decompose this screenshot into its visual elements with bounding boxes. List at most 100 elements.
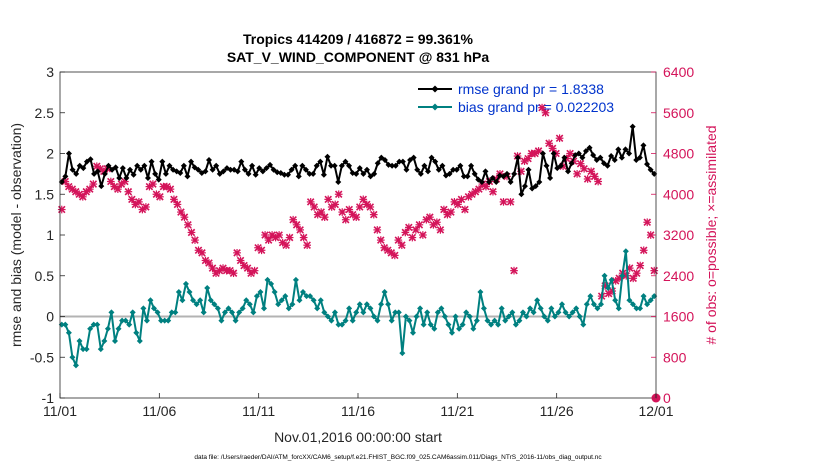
obs-assimilated-point: [373, 226, 382, 234]
rmse-point: [446, 170, 453, 177]
rmse-point: [299, 162, 306, 169]
obs-assimilated-point: [236, 256, 245, 265]
rmse-point: [80, 165, 87, 172]
bias-point: [598, 301, 605, 308]
rmse-point: [209, 166, 216, 173]
bias-point: [147, 297, 154, 304]
bias-point: [154, 309, 161, 316]
rmse-point: [378, 154, 385, 161]
rmse-point: [633, 157, 640, 164]
bias-point: [168, 309, 175, 316]
y2-tick-label: 6400: [663, 64, 694, 80]
rmse-point: [486, 179, 493, 186]
y-tick-label: -0.5: [30, 349, 54, 365]
rmse-point: [565, 168, 572, 175]
bias-point: [523, 313, 530, 320]
rmse-point: [640, 142, 647, 149]
rmse-point: [539, 150, 546, 157]
obs-assimilated-point: [457, 195, 466, 204]
bias-point: [353, 309, 360, 316]
obs-assimilated-point: [191, 236, 199, 244]
rmse-point: [302, 166, 309, 173]
obs-assimilated-point: [334, 190, 343, 199]
rmse-point: [575, 150, 582, 157]
rmse-point: [586, 144, 593, 151]
obs-assimilated-point: [135, 198, 143, 206]
obs-assimilated-point: [198, 248, 206, 257]
obs-assimilated-point: [369, 210, 378, 219]
obs-assimilated-point: [128, 195, 136, 204]
rmse-point: [166, 162, 173, 169]
rmse-point: [195, 166, 202, 173]
bias-point: [551, 313, 558, 320]
bias-point: [335, 321, 342, 328]
rmse-point: [220, 168, 227, 175]
rmse-point: [62, 173, 69, 180]
rmse-point: [518, 191, 525, 198]
bias-point: [179, 297, 186, 304]
obs-assimilated-point: [184, 220, 192, 229]
obs-assimilated-point: [390, 251, 399, 260]
bias-point: [537, 305, 544, 312]
rmse-point: [188, 158, 195, 165]
rmse-point: [324, 153, 331, 160]
rmse-point: [241, 166, 248, 173]
rmse-point: [557, 162, 564, 169]
rmse-point: [629, 123, 636, 130]
bias-point: [601, 272, 608, 279]
rmse-point: [399, 158, 406, 165]
rmse-point: [489, 174, 496, 181]
rmse-point: [647, 166, 654, 173]
rmse-point: [73, 170, 80, 177]
bias-point: [307, 293, 314, 300]
rmse-point: [618, 154, 625, 161]
bias-point: [516, 317, 523, 324]
bias-point: [271, 289, 278, 296]
obs-assimilated-point: [506, 198, 515, 206]
bias-point: [541, 313, 548, 320]
obs-assimilated-point: [156, 192, 164, 201]
obs-assimilated-point: [173, 200, 182, 209]
obs-assimilated-point: [636, 261, 645, 270]
bias-point: [629, 301, 636, 308]
rmse-point: [525, 166, 532, 173]
bias-point: [190, 297, 197, 304]
rmse-point: [320, 171, 327, 178]
rmse-point: [536, 179, 543, 186]
rmse-point: [439, 162, 446, 169]
bias-point: [264, 276, 271, 283]
bias-point: [498, 305, 505, 312]
bias-point: [225, 305, 232, 312]
obs-assimilated-point: [538, 103, 546, 112]
bias-point: [558, 301, 565, 308]
bias-point: [246, 301, 253, 308]
rmse-point: [468, 162, 475, 169]
bias-point: [324, 313, 331, 320]
x-tick-label: 11/16: [341, 403, 375, 419]
obs-assimilated-point: [489, 187, 497, 196]
rmse-point: [374, 160, 381, 167]
bias-point: [260, 305, 267, 312]
rmse-point: [213, 162, 220, 169]
bias-point: [186, 289, 193, 296]
plot-area: [60, 72, 656, 398]
rmse-point: [414, 166, 421, 173]
rmse-point: [396, 158, 403, 165]
bias-point: [363, 301, 370, 308]
rmse-point: [252, 171, 259, 178]
bias-point: [473, 317, 480, 324]
rmse-point: [177, 170, 184, 177]
rmse-point: [561, 154, 568, 161]
y-tick-label: 2.5: [35, 105, 55, 121]
y2-tick-label: 3200: [663, 227, 694, 243]
rmse-point: [69, 166, 76, 173]
bias-point: [484, 317, 491, 324]
rmse-point: [600, 160, 607, 167]
rmse-point: [162, 170, 169, 177]
rmse-point: [206, 157, 212, 164]
y2-tick-label: 4800: [663, 146, 694, 162]
rmse-point: [284, 171, 291, 178]
bias-point: [218, 317, 225, 324]
obs-assimilated-point: [419, 231, 427, 239]
rmse-point: [360, 170, 367, 177]
